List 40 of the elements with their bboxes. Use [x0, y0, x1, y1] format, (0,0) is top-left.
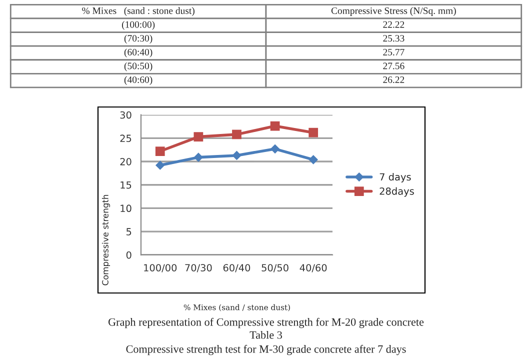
text: (40:60) [124, 76, 152, 85]
text: (100:00) [122, 20, 155, 30]
point [194, 132, 204, 142]
text: 26.22 [383, 76, 404, 84]
y-axis-title: Compressive strength [102, 194, 110, 286]
y-tick-label: 0 [126, 251, 132, 259]
legend-label: 7 days [380, 173, 411, 182]
point [308, 155, 318, 164]
point [232, 151, 242, 160]
x-tick-label: 40/60 [300, 264, 327, 272]
y-tick-label: 10 [120, 204, 132, 212]
text: Graph representation of Compressive strength for M-20 grade concrete [108, 318, 424, 328]
x-tick-label: 50/50 [262, 264, 288, 272]
point [194, 152, 203, 162]
text: 25.77 [383, 48, 404, 56]
y-tick-label: 5 [126, 228, 132, 236]
point [155, 146, 165, 156]
point [232, 130, 242, 140]
y-tick-label: 25 [120, 134, 132, 142]
y-tick-label: 15 [120, 181, 132, 189]
legend-label: 28days [380, 187, 414, 197]
point [156, 160, 165, 170]
text: (70:30) [124, 34, 152, 44]
caption: Table 3 [250, 330, 282, 339]
y-tick-label: 30 [120, 111, 132, 119]
x-tick-label: 100/00 [144, 264, 177, 272]
text: 25.33 [383, 35, 404, 42]
y-tick-label: 20 [120, 158, 132, 166]
text: 22.22 [383, 21, 404, 28]
point [270, 121, 280, 131]
text: 27.56 [383, 62, 404, 70]
point [308, 128, 318, 138]
text: % Mixes (sand : stone dust) [82, 7, 194, 16]
text: Compressive strength test for M-30 grade concrete after 7 days [126, 344, 406, 356]
text: Compressive Stress (N/Sq. mm) [331, 7, 456, 16]
text: (50:50) [124, 62, 152, 72]
x-tick-label: 70/30 [185, 264, 212, 272]
text: (60:40) [124, 48, 152, 58]
point [270, 144, 280, 154]
x-tick-label: 60/40 [223, 264, 250, 272]
